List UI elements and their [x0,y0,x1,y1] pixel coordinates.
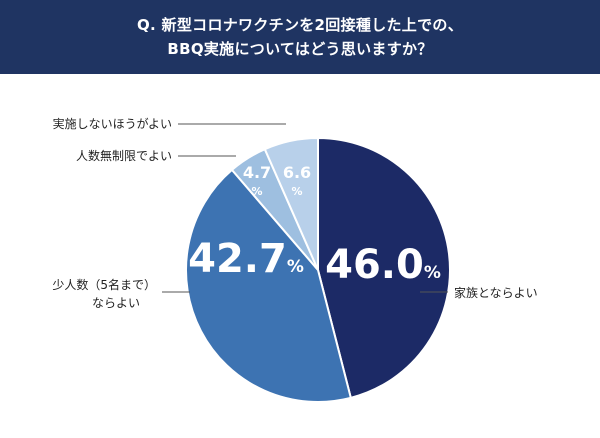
slice-value-label-0: 46.0% [325,242,441,288]
slice-value-label-3: 6.6 [283,163,311,182]
pie-slice-0 [317,136,451,400]
slice-category-label-3: 実施しないほうがよい [53,116,172,131]
slice-unit-label-3: % [291,185,302,198]
slice-unit-label-2: % [251,185,262,198]
chart-area: 46.0% 42.7% 4.7% 6.6% 家族とならよい 少人数（5名まで）ならよい 人数… [0,74,600,438]
slice-category-label-1: 少人数（5名まで）ならよい [52,277,156,310]
chart-title-banner: Q. 新型コロナワクチンを2回接種した上での、 BBQ実施についてはどう思います… [0,0,600,74]
chart-title-line-2: BBQ実施についてはどう思いますか？ [167,40,433,58]
slice-value-label-2: 4.7 [243,163,271,182]
pie-slice-3 [263,136,319,271]
chart-title-line-1: Q. 新型コロナワクチンを2回接種した上での、 [136,16,463,34]
slice-category-label-0: 家族とならよい [454,285,538,300]
slice-category-label-2: 人数無制限でよい [76,148,172,163]
slice-value-label-1: 42.7% [188,236,304,282]
pie-chart: 46.0% 42.7% 4.7% 6.6% 家族とならよい 少人数（5名まで）ならよい 人数… [52,116,538,403]
pie-slice-1 [185,168,353,403]
